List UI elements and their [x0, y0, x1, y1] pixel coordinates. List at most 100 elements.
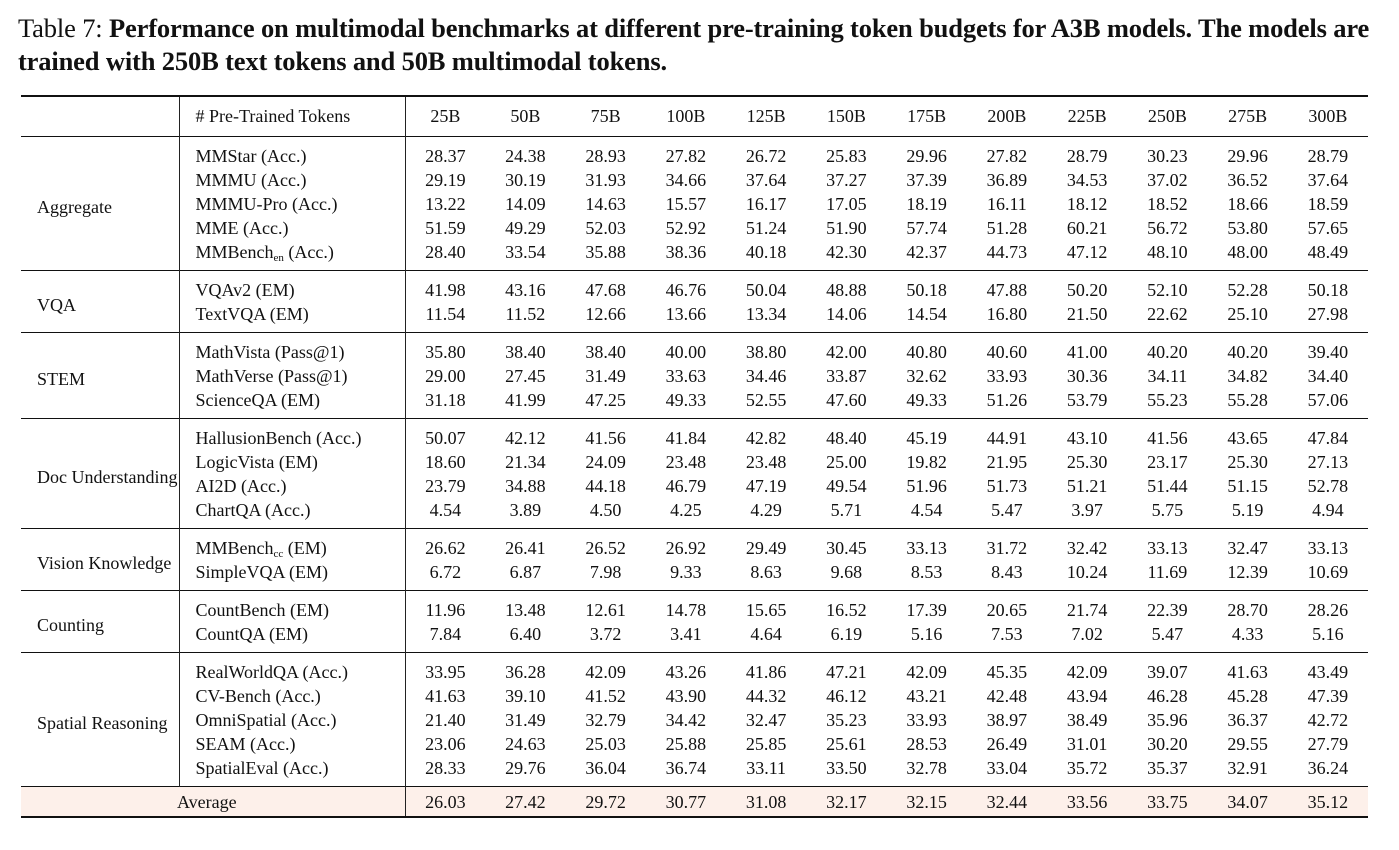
- value-cell: 47.25: [585, 389, 626, 410]
- value-cell: 11.96: [425, 599, 466, 620]
- column-header: 50B: [510, 105, 541, 126]
- results-table: # Pre-Trained Tokens 25B 50B 75B 100B 125B 15…: [21, 95, 1368, 818]
- value-cell: 25.10: [1227, 303, 1268, 324]
- average-value-cell: 30.77: [665, 791, 707, 812]
- value-cell: 51.21: [1066, 475, 1108, 496]
- value-cell: 50.04: [745, 279, 787, 300]
- value-cell: 33.87: [826, 365, 867, 386]
- value-cell: 18.66: [1227, 193, 1268, 214]
- value-cell: 8.53: [910, 561, 943, 582]
- value-cell: 44.73: [986, 241, 1028, 262]
- value-cell: 39.07: [1147, 661, 1188, 682]
- value-cell: 3.89: [509, 499, 542, 520]
- value-cell: 36.24: [1307, 757, 1349, 778]
- value-cell: 7.98: [589, 561, 622, 582]
- value-cell: 5.16: [1312, 623, 1344, 644]
- value-cell: 43.10: [1066, 427, 1108, 448]
- value-cell: 12.39: [1227, 561, 1268, 582]
- average-value-cell: 29.72: [585, 791, 626, 812]
- value-cell: 18.19: [906, 193, 947, 214]
- benchmark-name: OmniSpatial (Acc.): [178, 707, 406, 732]
- value-cell: 3.72: [589, 623, 622, 644]
- benchmark-name-text: CountQA (EM): [195, 623, 309, 644]
- value-cell: 42.00: [826, 341, 867, 362]
- value-cell: 7.53: [991, 623, 1023, 644]
- table-row: Spatial Reasoning RealWorldQA (Acc.) 33.95…: [21, 652, 1368, 733]
- value-cell: 34.66: [665, 169, 707, 190]
- value-cell: 31.49: [585, 365, 626, 386]
- benchmark-name-text: AI2D (Acc.): [195, 475, 287, 496]
- value-cell: 26.41: [505, 537, 546, 558]
- value-cell: 23.17: [1147, 451, 1188, 472]
- table-row: MMBenchen (Acc.) 28.40 33.54 35.88 38.36 40.1…: [21, 239, 1368, 270]
- value-cell: 44.18: [585, 475, 626, 496]
- benchmark-name-text: LogicVista (EM): [195, 451, 318, 472]
- header-row: # Pre-Trained Tokens 25B 50B 75B 100B 125B 15…: [21, 96, 1368, 136]
- average-value-cell: 35.12: [1307, 791, 1349, 812]
- value-cell: 34.88: [505, 475, 546, 496]
- value-cell: 25.85: [745, 733, 787, 754]
- benchmark-name: VQAv2 (EM): [178, 270, 406, 302]
- value-cell: 20.65: [986, 599, 1028, 620]
- value-cell: 29.96: [1227, 145, 1268, 166]
- value-cell: 30.20: [1147, 733, 1188, 754]
- value-cell: 4.29: [750, 499, 782, 520]
- table-row: MMMU (Acc.) 29.19 30.19 31.93 34.66 37.64 37.2…: [21, 167, 1368, 192]
- benchmark-name-text: ScienceQA (EM): [195, 389, 320, 410]
- value-cell: 14.54: [906, 303, 947, 324]
- column-header: 75B: [590, 105, 621, 126]
- benchmark-group: Vision Knowledge MMBenchcc (EM) 26.62 26.41…: [21, 528, 1368, 590]
- table-row: VQA VQAv2 (EM) 41.98 43.16 47.68 46.76 50.04 48…: [21, 270, 1368, 315]
- benchmark-name-text: MathVerse (Pass@1): [195, 365, 348, 386]
- table-row: MathVerse (Pass@1) 29.00 27.45 31.49 33.63 34…: [21, 363, 1368, 388]
- benchmark-name-text: TextVQA (EM): [195, 303, 309, 324]
- category-label: STEM: [37, 368, 86, 389]
- value-cell: 10.69: [1307, 561, 1349, 582]
- benchmark-name: MMStar (Acc.): [178, 136, 406, 168]
- value-cell: 10.24: [1066, 561, 1108, 582]
- average-row: Average 26.03 27.42 29.72 30.77 31.08 32.17 32.…: [21, 786, 1368, 817]
- value-cell: 47.88: [986, 279, 1028, 300]
- table-row: SimpleVQA (EM) 6.72 6.87 7.98 9.33 8.63 9.68 8.…: [21, 559, 1368, 590]
- value-cell: 45.35: [986, 661, 1028, 682]
- benchmark-name: TextVQA (EM): [178, 301, 406, 332]
- value-cell: 51.28: [986, 217, 1028, 238]
- value-cell: 23.06: [425, 733, 466, 754]
- benchmark-name-text: MMBench: [195, 241, 274, 262]
- value-cell: 5.47: [991, 499, 1023, 520]
- value-cell: 21.74: [1066, 599, 1108, 620]
- value-cell: 49.29: [505, 217, 546, 238]
- benchmark-name: CountBench (EM): [178, 590, 406, 622]
- value-cell: 24.38: [505, 145, 546, 166]
- value-cell: 21.50: [1066, 303, 1108, 324]
- value-cell: 11.52: [505, 303, 546, 324]
- value-cell: 8.63: [750, 561, 782, 582]
- value-cell: 27.79: [1307, 733, 1349, 754]
- table-row: AI2D (Acc.) 23.79 34.88 44.18 46.79 47.19 49.5…: [21, 473, 1368, 498]
- value-cell: 39.40: [1307, 341, 1349, 362]
- benchmark-suffix: (Acc.): [283, 241, 334, 262]
- benchmark-name-text: RealWorldQA (Acc.): [195, 661, 349, 682]
- average-value-cell: 27.42: [505, 791, 546, 812]
- column-header: 300B: [1308, 105, 1348, 126]
- value-cell: 13.66: [665, 303, 707, 324]
- table-row: SpatialEval (Acc.) 28.33 29.76 36.04 36.74 33…: [21, 755, 1368, 786]
- benchmark-name: MMMU (Acc.): [178, 167, 406, 192]
- benchmark-name-text: MME (Acc.): [195, 217, 289, 238]
- benchmark-name: MMMU-Pro (Acc.): [178, 191, 406, 216]
- value-cell: 18.12: [1066, 193, 1108, 214]
- average-value-cell: 34.07: [1227, 791, 1268, 812]
- value-cell: 33.13: [1147, 537, 1188, 558]
- benchmark-name: MME (Acc.): [178, 215, 406, 240]
- value-cell: 56.72: [1147, 217, 1188, 238]
- benchmark-name: SpatialEval (Acc.): [178, 755, 406, 786]
- value-cell: 9.68: [830, 561, 863, 582]
- value-cell: 24.09: [585, 451, 626, 472]
- value-cell: 41.86: [745, 661, 787, 682]
- average-group: Average 26.03 27.42 29.72 30.77 31.08 32.17 32.…: [21, 786, 1368, 817]
- value-cell: 51.44: [1147, 475, 1188, 496]
- value-cell: 55.28: [1227, 389, 1268, 410]
- value-cell: 50.20: [1066, 279, 1108, 300]
- benchmark-name: MMBenchcc (EM): [178, 528, 406, 560]
- value-cell: 25.83: [826, 145, 867, 166]
